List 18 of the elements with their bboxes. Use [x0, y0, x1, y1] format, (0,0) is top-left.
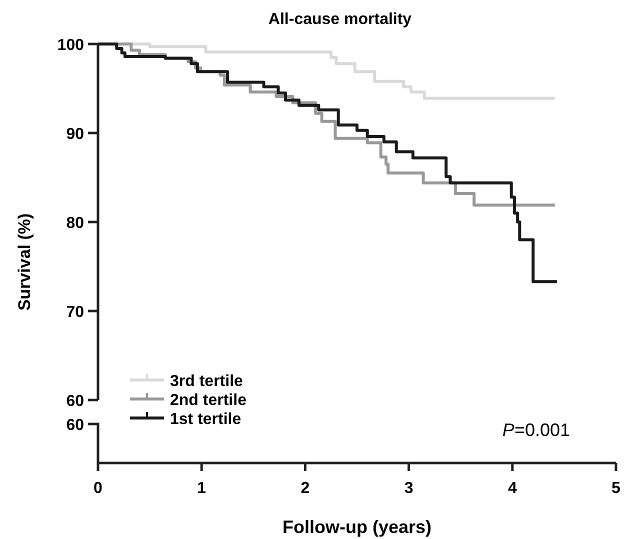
x-tick-label: 0	[94, 480, 103, 497]
y-tick-label: 100	[57, 37, 84, 54]
y-tick-label: 90	[66, 126, 84, 143]
x-tick-label: 1	[197, 480, 206, 497]
y-tick-label: 80	[66, 215, 84, 232]
legend-label: 2nd tertile	[170, 392, 247, 409]
legend-label: 3rd tertile	[170, 373, 244, 390]
y-tick-label: 60	[66, 393, 84, 410]
chart-title: All-cause mortality	[268, 11, 412, 28]
y-axis-title: Survival (%)	[15, 213, 34, 311]
x-tick-label: 5	[612, 480, 621, 497]
x-tick-label: 3	[404, 480, 414, 497]
x-axis-title: Follow-up (years)	[282, 517, 432, 537]
legend-label: 1st tertile	[170, 411, 242, 428]
y-tick-label: 70	[66, 304, 84, 321]
x-tick-label: 4	[508, 480, 517, 497]
text: P=0.001	[502, 420, 570, 440]
x-tick-label: 2	[300, 480, 310, 497]
